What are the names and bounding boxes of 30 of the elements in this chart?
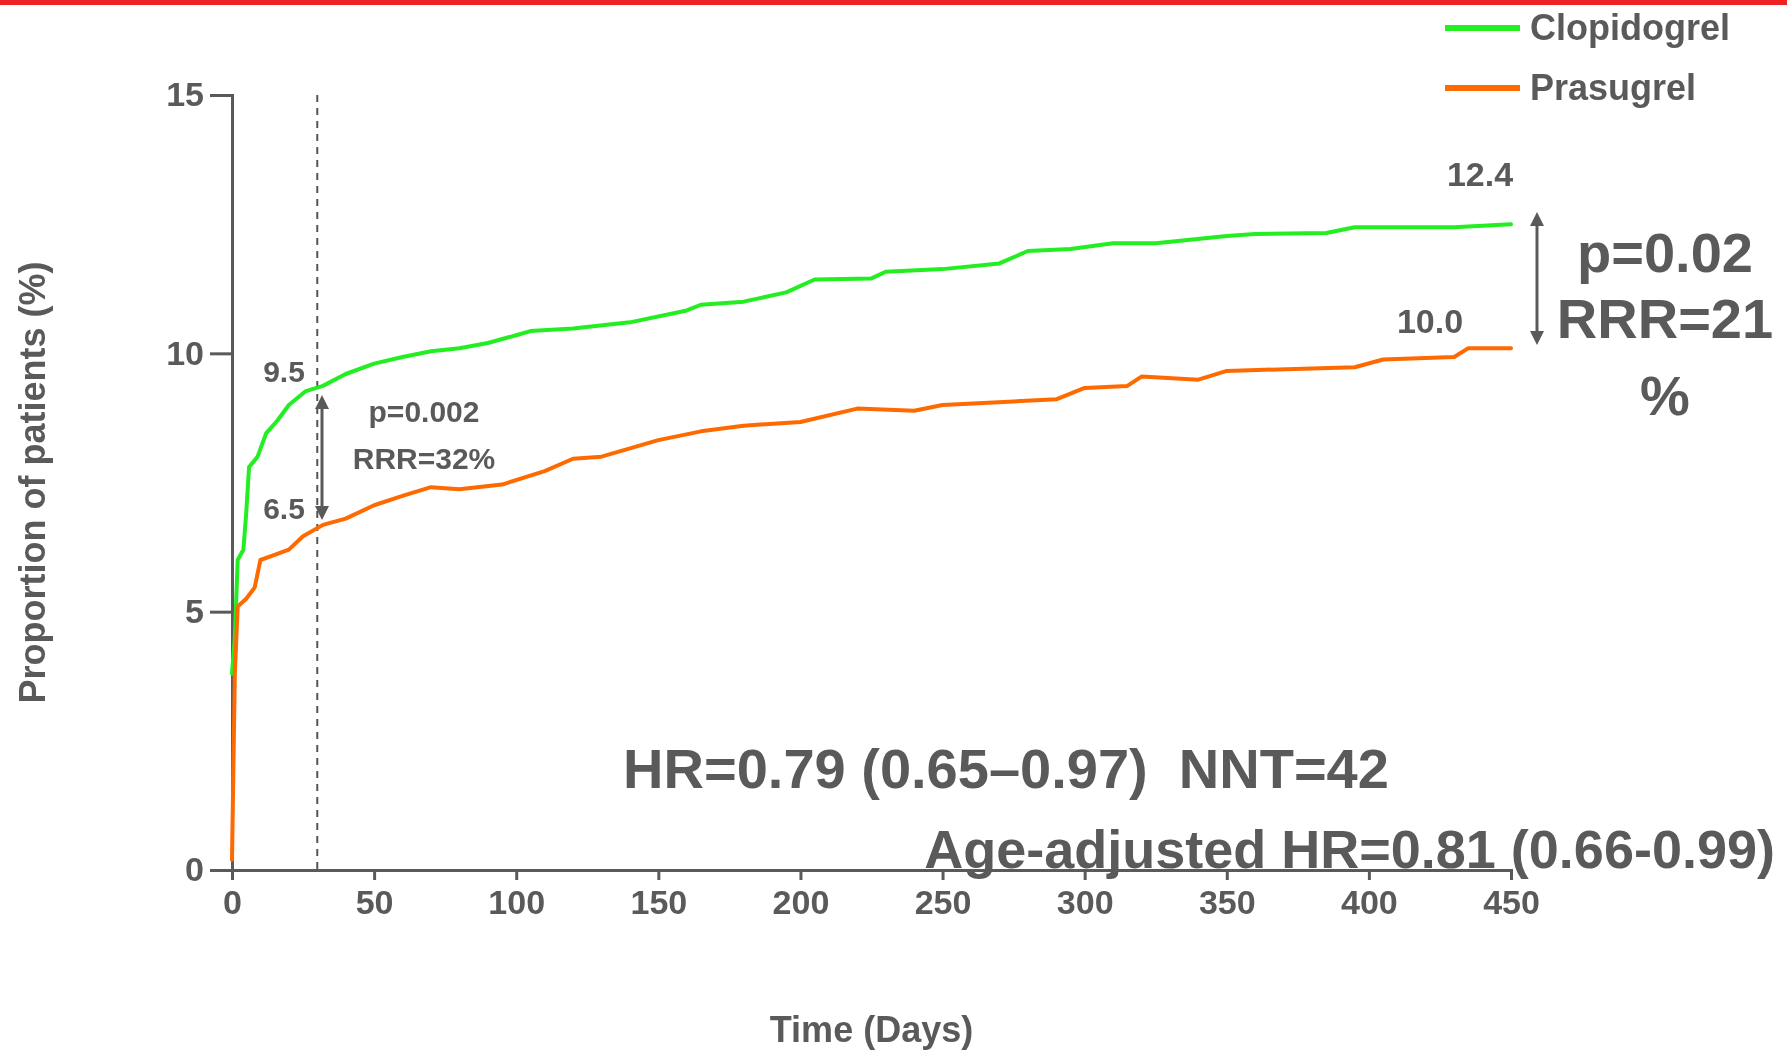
annotation: 9.5 [263, 355, 305, 388]
annotation: 6.5 [263, 492, 305, 525]
line-series [230, 222, 1513, 676]
annotation: RRR=32% [352, 442, 496, 475]
y-axis-title: Proportion of patients (%) [12, 261, 53, 704]
annotation: p=0.002 [368, 395, 480, 428]
text: % [1640, 364, 1690, 427]
annotation: HR=0.79 (0.65–0.97) NNT=42 [623, 737, 1389, 800]
annotation: 12.4 [1446, 155, 1514, 193]
x-tick-label: 0 [223, 883, 242, 922]
x-tick-label: 300 [1056, 883, 1114, 922]
y-tick-label: 0 [185, 850, 204, 889]
text: RRR=21 [1556, 287, 1774, 350]
text: p=0.02 [1577, 221, 1753, 284]
legend-label: Prasugrel [1530, 67, 1697, 108]
y-tick-label: 10 [166, 333, 204, 372]
y-tick-label: 5 [185, 592, 204, 631]
x-tick-label: 100 [488, 883, 546, 922]
x-axis-title: Time (Days) [769, 1009, 974, 1050]
x-tick-label: 400 [1341, 883, 1398, 922]
y-tick-label: 15 [166, 75, 204, 114]
x-tick-label: 450 [1483, 883, 1540, 922]
x-tick-label: 50 [355, 883, 394, 922]
x-tick-label: 200 [772, 883, 830, 922]
legend-label: Clopidogrel [1530, 7, 1730, 48]
x-tick-label: 250 [914, 883, 972, 922]
annotation: Age-adjusted HR=0.81 (0.66-0.99) [924, 819, 1775, 879]
annotation: 10.0 [1396, 302, 1464, 340]
x-tick-label: 350 [1198, 883, 1256, 922]
x-tick-label: 150 [630, 883, 688, 922]
